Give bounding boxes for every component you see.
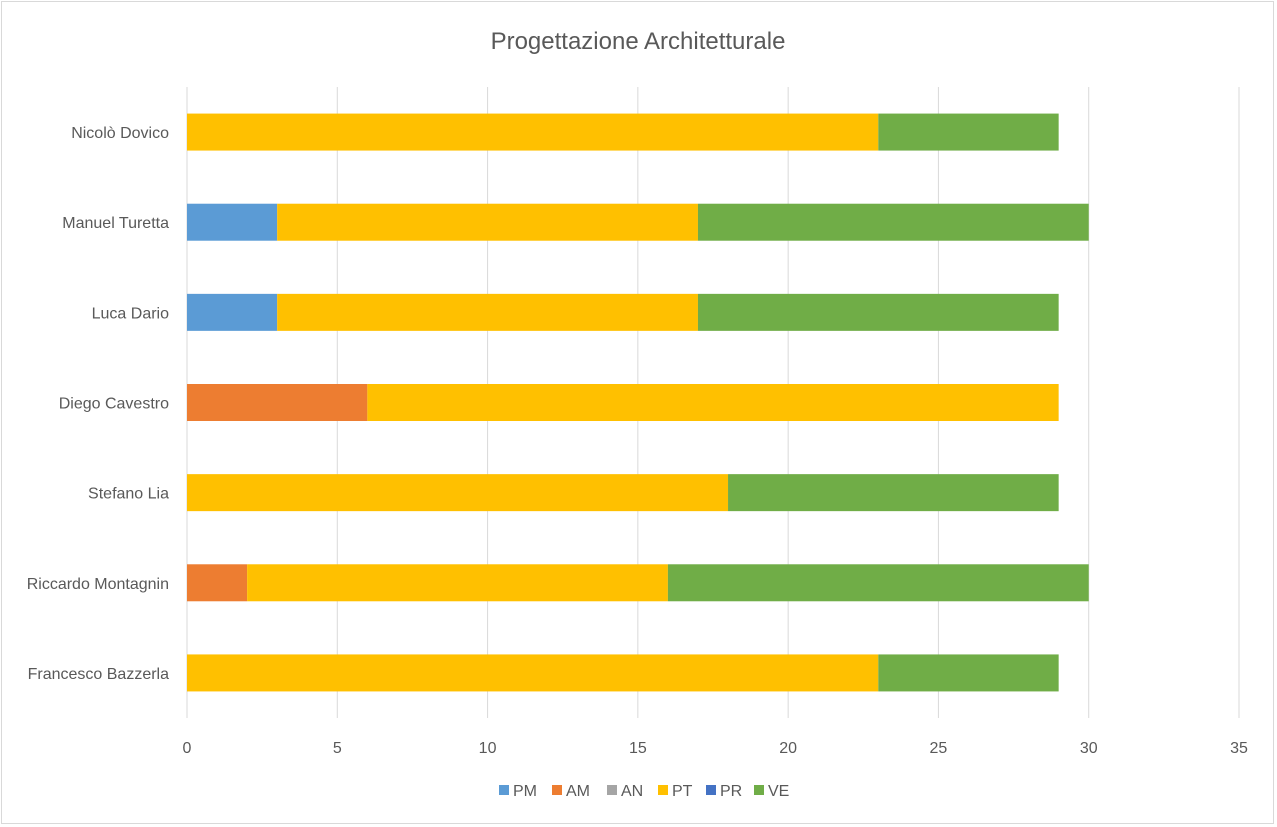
y-category-label: Manuel Turetta: [62, 215, 169, 232]
legend-swatch-am: [552, 785, 562, 795]
chart-title: Progettazione Architetturale: [491, 28, 786, 55]
x-tick-label: 5: [333, 740, 342, 757]
bar-am: [187, 384, 368, 421]
bar-pt: [187, 113, 879, 151]
x-tick-label: 15: [629, 740, 647, 757]
y-category-label: Francesco Bazzerla: [28, 666, 169, 683]
legend-swatch-pt: [658, 785, 668, 795]
legend-label: PT: [672, 783, 693, 800]
y-category-label: Riccardo Montagnin: [27, 576, 169, 593]
bar-ve: [697, 203, 1089, 241]
x-tick-label: 0: [183, 740, 192, 757]
bar-pt: [277, 293, 698, 331]
bar-ve: [878, 654, 1059, 692]
legend-swatch-pm: [499, 785, 509, 795]
bar-ve: [667, 564, 1089, 602]
y-category-label: Stefano Lia: [88, 486, 169, 503]
gridlines: [186, 87, 1240, 718]
bar-pt: [277, 203, 698, 241]
y-category-label: Nicolò Dovico: [71, 125, 169, 142]
bar-pm: [187, 203, 278, 241]
bar-pt: [187, 654, 879, 692]
bars: [187, 113, 1089, 692]
y-category-label: Diego Cavestro: [59, 396, 169, 413]
legend-label: AN: [621, 783, 643, 800]
x-tick-label: 35: [1230, 740, 1248, 757]
legend-swatch-an: [607, 785, 617, 795]
legend-label: AM: [566, 783, 590, 800]
legend-label: PR: [720, 783, 742, 800]
legend: PM AM AN PT PR VE: [499, 783, 789, 800]
legend-label: VE: [768, 783, 789, 800]
bar-ve: [728, 474, 1059, 512]
x-tick-label: 20: [779, 740, 797, 757]
bar-pt: [247, 564, 668, 602]
bar-pt: [367, 384, 1059, 421]
x-tick-label: 30: [1080, 740, 1098, 757]
bar-pt: [187, 474, 729, 512]
legend-swatch-pr: [706, 785, 716, 795]
legend-swatch-ve: [754, 785, 764, 795]
x-tick-label: 10: [479, 740, 497, 757]
x-tick-label: 25: [930, 740, 948, 757]
bar-ve: [878, 113, 1059, 151]
bar-am: [187, 564, 248, 602]
y-category-label: Luca Dario: [92, 305, 169, 322]
legend-label: PM: [513, 783, 537, 800]
y-axis-labels: Francesco Bazzerla Riccardo Montagnin Stef…: [27, 125, 169, 683]
bar-pm: [187, 293, 278, 331]
bar-ve: [697, 293, 1059, 331]
x-axis-ticks: 0 5 10 15 20 25 30 35: [183, 740, 1248, 757]
